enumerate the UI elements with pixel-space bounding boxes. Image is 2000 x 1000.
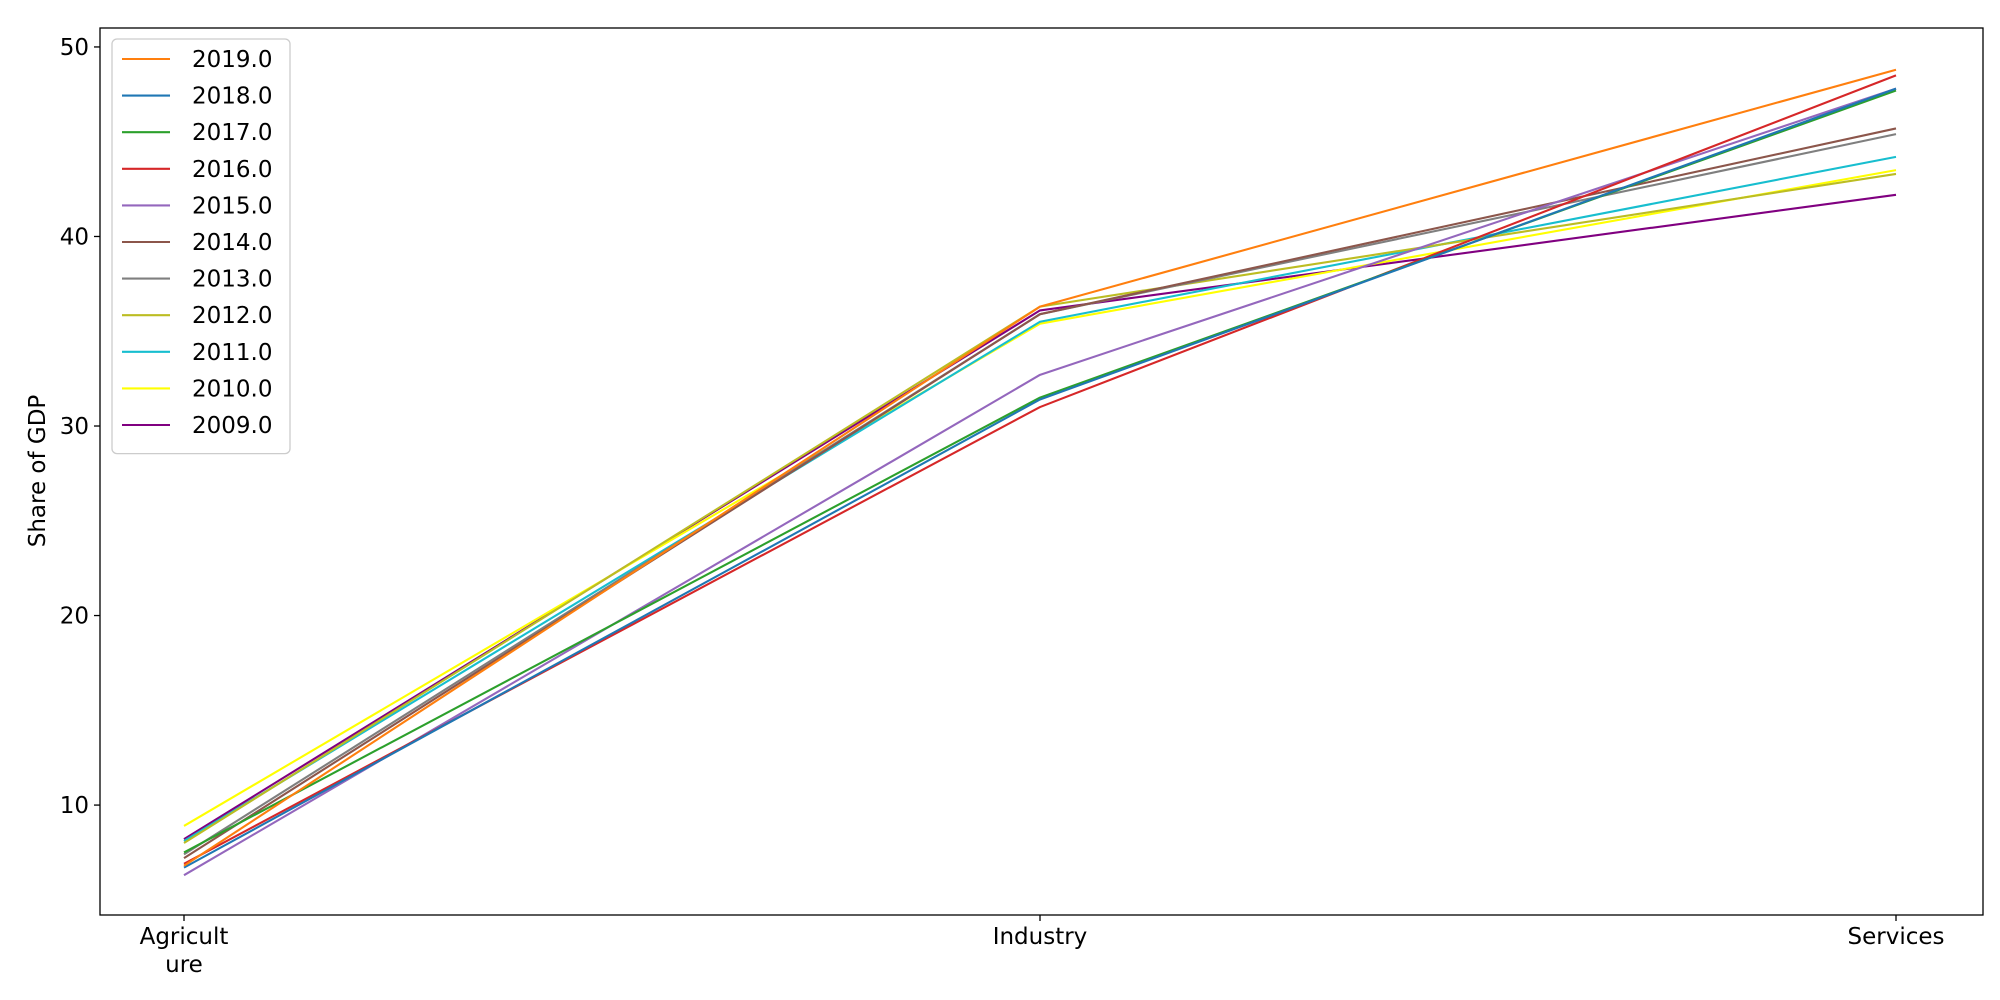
legend-label: 2013.0 bbox=[192, 267, 272, 293]
y-tick-label: 20 bbox=[60, 604, 89, 630]
x-tick-label-line: ure bbox=[165, 952, 203, 978]
x-tick-label-line: Industry bbox=[993, 924, 1088, 950]
legend-label: 2014.0 bbox=[192, 230, 272, 256]
y-axis-label: Share of GDP bbox=[25, 395, 51, 548]
x-tick-label-line: Agricult bbox=[140, 924, 229, 950]
legend-label: 2016.0 bbox=[192, 157, 272, 183]
legend-box bbox=[111, 38, 291, 455]
y-tick-label: 30 bbox=[60, 414, 89, 440]
legend-label: 2011.0 bbox=[192, 340, 272, 366]
legend-label: 2009.0 bbox=[192, 413, 272, 439]
x-tick-label-line: Services bbox=[1848, 924, 1945, 950]
x-tick-label: Services bbox=[1848, 924, 1945, 950]
legend-label: 2015.0 bbox=[192, 193, 272, 219]
x-tick-label: Agricult ure bbox=[140, 924, 229, 978]
series-line-2015-0 bbox=[183, 87, 1897, 877]
series-layer bbox=[183, 68, 1897, 877]
x-axis: Agricult ure Industry Services bbox=[140, 915, 1945, 978]
plot-frame bbox=[99, 27, 1984, 916]
series-line-2010-0 bbox=[183, 169, 1897, 827]
series-line-2011-0 bbox=[183, 155, 1897, 842]
legend-label: 2018.0 bbox=[192, 84, 272, 110]
series-line-2014-0 bbox=[183, 127, 1897, 860]
y-tick-label: 10 bbox=[60, 793, 89, 819]
legend-label: 2017.0 bbox=[192, 120, 272, 146]
legend-label: 2019.0 bbox=[192, 47, 272, 73]
y-tick-label: 50 bbox=[60, 35, 89, 61]
legend-label: 2010.0 bbox=[192, 376, 272, 402]
x-tick-label: Industry bbox=[993, 924, 1088, 950]
series-line-2019-0 bbox=[183, 68, 1897, 867]
series-line-2009-0 bbox=[183, 193, 1897, 841]
y-axis: 10 20 30 40 50 bbox=[60, 35, 100, 819]
y-tick-label: 40 bbox=[60, 224, 89, 250]
legend-label: 2012.0 bbox=[192, 303, 272, 329]
legend: 2019.0 2018.0 2017.0 2016.0 2015.0 2014.0 2013… bbox=[111, 38, 291, 455]
series-line-2018-0 bbox=[183, 87, 1897, 869]
